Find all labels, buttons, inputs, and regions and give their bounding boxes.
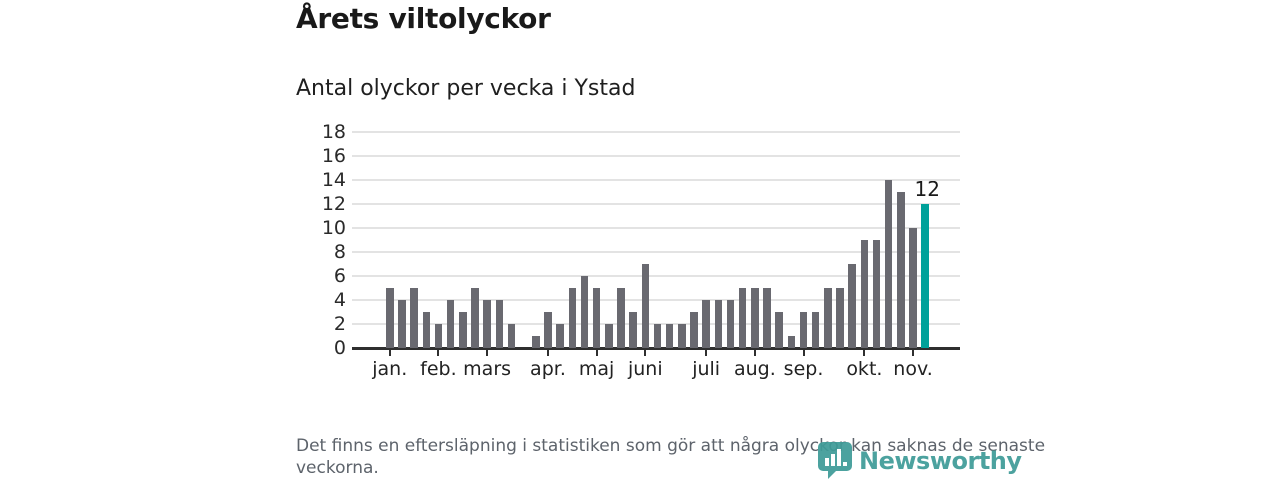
bar-week-30 [738, 288, 747, 348]
page-title: Årets viltolyckor [296, 2, 551, 35]
bar-week-33 [775, 312, 783, 348]
bar-week-45 [921, 204, 929, 348]
bar-week-7 [459, 312, 467, 348]
x-tick-mars [486, 348, 489, 356]
bar-week-38 [836, 288, 844, 348]
x-axis-line [352, 347, 960, 350]
y-axis-label-0: 0 [333, 337, 346, 359]
y-axis-label-16: 16 [321, 145, 346, 167]
bar-week-14 [544, 312, 552, 348]
bar-week-27 [702, 300, 710, 348]
bar-week-8 [471, 288, 479, 348]
x-tick-aug [753, 348, 756, 356]
bar-week-5 [434, 324, 443, 348]
bar-week-11 [507, 324, 516, 348]
value-annotation: 12 [914, 177, 940, 201]
x-axis-label-jan: jan. [372, 358, 408, 380]
bar-week-32 [763, 288, 771, 348]
bar-week-35 [799, 312, 808, 348]
bar-week-31 [751, 288, 759, 348]
bar-week-20 [617, 288, 625, 348]
x-tick-feb [437, 348, 440, 356]
gridline-6 [352, 275, 960, 277]
bar-week-29 [726, 300, 735, 348]
bar-week-41 [872, 240, 881, 348]
gridline-12 [352, 203, 960, 205]
bar-week-42 [884, 180, 893, 348]
gridline-4 [352, 299, 960, 301]
x-axis-label-sep: sep. [783, 358, 824, 380]
x-axis-label-juli: juli [692, 358, 721, 380]
bar-week-9 [483, 300, 491, 348]
x-tick-juli [705, 348, 708, 356]
bar-week-1 [386, 288, 394, 348]
bar-week-21 [629, 312, 637, 348]
x-tick-okt [863, 348, 866, 356]
bar-week-37 [824, 288, 832, 348]
x-axis-label-maj: maj [578, 358, 615, 380]
bar-week-6 [446, 300, 455, 348]
x-axis-label-apr: apr. [530, 358, 566, 380]
y-axis-label-8: 8 [333, 241, 346, 263]
bar-week-40 [860, 240, 869, 348]
bar-week-16 [568, 288, 577, 348]
bar-week-22 [641, 264, 650, 348]
bar-week-13 [532, 336, 540, 348]
y-axis-label-14: 14 [321, 169, 346, 191]
x-axis-label-feb: feb. [420, 358, 457, 380]
bar-chart: 0 2 4 6 8 10 12 14 16 18 12 jan. feb. mars apr. maj ju… [300, 121, 962, 380]
bar-week-24 [665, 324, 674, 348]
gridline-18 [352, 131, 960, 133]
newsworthy-logo: Newsworthy [818, 442, 1022, 479]
bar-week-17 [580, 276, 589, 348]
bar-week-4 [422, 312, 430, 348]
bar-week-36 [811, 312, 820, 348]
chart-subtitle: Antal olyckor per vecka i Ystad [296, 76, 636, 101]
y-axis-label-6: 6 [333, 265, 346, 287]
gridline-16 [352, 155, 960, 157]
x-tick-maj [595, 348, 598, 356]
y-axis: 0 2 4 6 8 10 12 14 16 18 [300, 121, 346, 359]
gridline-14 [352, 179, 960, 181]
x-axis-label-mars: mars [463, 358, 512, 380]
gridline-10 [352, 227, 960, 229]
x-tick-sep [802, 348, 805, 356]
footnote: Det finns en eftersläpning i statistiken… [296, 436, 1046, 478]
newsworthy-bubble-chart-icon [818, 442, 852, 479]
x-axis-label-juni: juni [627, 358, 663, 380]
x-tick-nov [912, 348, 915, 356]
x-tick-jan [388, 348, 391, 356]
bar-week-3 [410, 288, 418, 348]
x-axis-label-aug: aug. [733, 358, 776, 380]
bar-week-23 [653, 324, 662, 348]
bar-week-10 [495, 300, 504, 348]
bar-week-25 [678, 324, 686, 348]
y-axis-label-18: 18 [321, 121, 346, 143]
y-axis-label-2: 2 [333, 313, 346, 335]
bar-week-39 [848, 264, 856, 348]
bar-week-26 [690, 312, 698, 348]
bar-week-28 [714, 300, 723, 348]
gridline-8 [352, 251, 960, 253]
bar-week-15 [556, 324, 564, 348]
x-axis-label-nov: nov. [893, 358, 933, 380]
x-tick-juni [644, 348, 647, 356]
y-axis-label-12: 12 [321, 193, 346, 215]
bar-week-44 [909, 228, 917, 348]
bar-week-2 [398, 300, 406, 348]
bar-week-34 [787, 336, 796, 348]
y-axis-label-4: 4 [333, 289, 346, 311]
plot-area: 12 jan. feb. mars apr. maj juni juli aug. sep. ok… [352, 131, 960, 380]
bar-week-18 [592, 288, 601, 348]
y-axis-label-10: 10 [321, 217, 346, 239]
x-tick-apr [546, 348, 549, 356]
bar-week-43 [897, 192, 905, 348]
bar-week-19 [605, 324, 613, 348]
x-axis-label-okt: okt. [846, 358, 883, 380]
newsworthy-wordmark: Newsworthy [859, 446, 1022, 475]
